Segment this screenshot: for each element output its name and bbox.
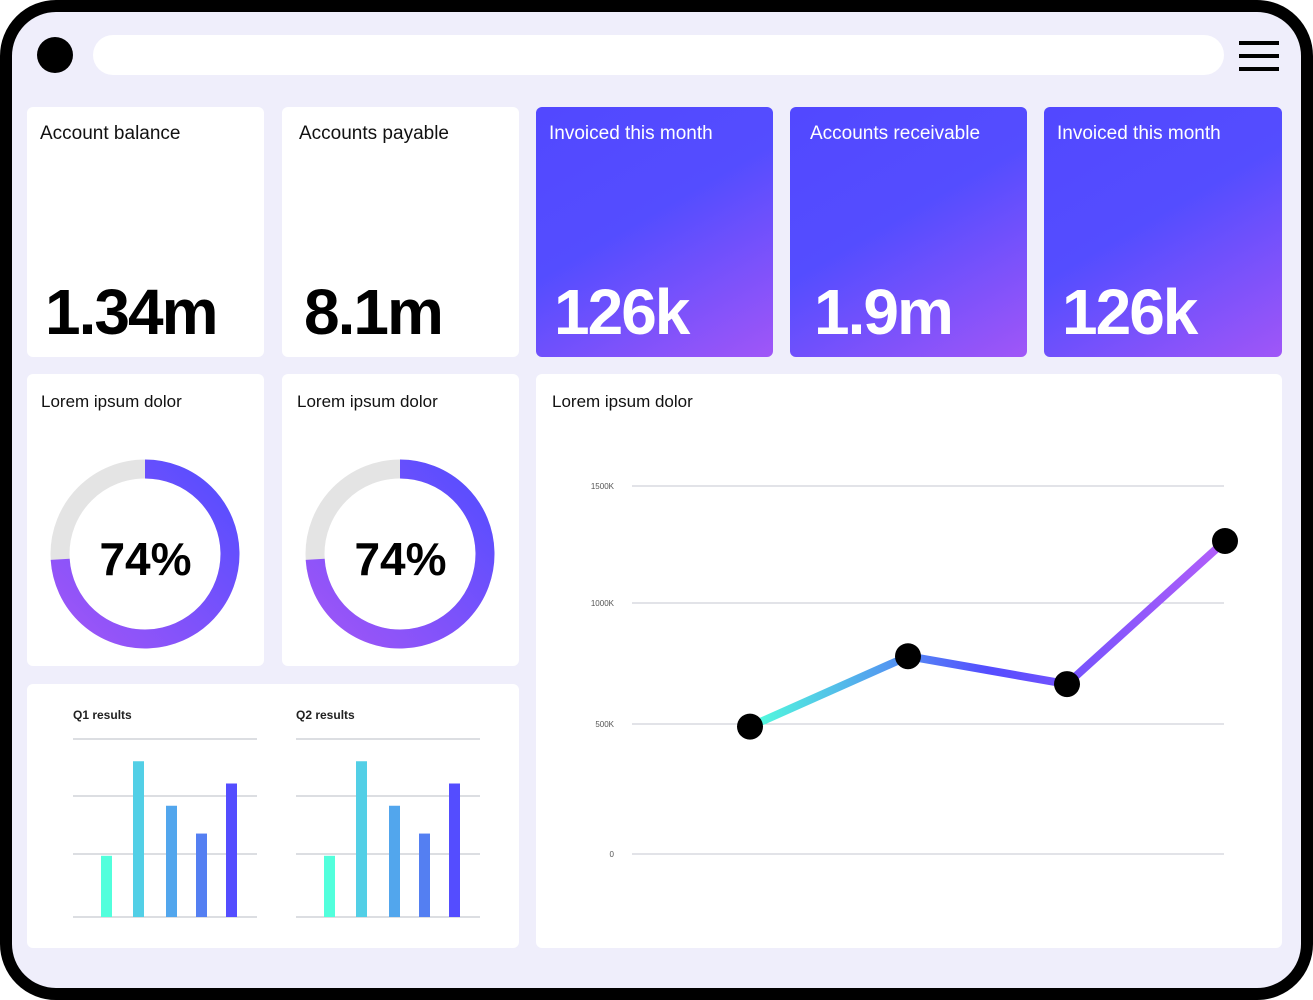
- bar: [133, 761, 144, 917]
- bar: [226, 783, 237, 917]
- bar: [101, 855, 112, 917]
- bar-charts: [73, 738, 480, 918]
- donut-title: Lorem ipsum dolor: [297, 392, 438, 411]
- line-chart-title: Lorem ipsum dolor: [552, 392, 693, 411]
- data-point: [1054, 671, 1080, 698]
- search-input[interactable]: [93, 35, 1224, 75]
- kpi-title: Account balance: [40, 123, 181, 144]
- kpi-value: 1.34m: [45, 276, 218, 348]
- bar-charts-card: Q1 results Q2 results: [27, 684, 519, 948]
- data-point: [1212, 527, 1238, 554]
- bar: [324, 855, 335, 917]
- line-chart-card: Lorem ipsum dolor 0 500K 1000K 1500K: [536, 374, 1282, 948]
- kpi-card-accounts-payable[interactable]: Accounts payable 8.1m: [282, 107, 519, 357]
- kpi-value: 8.1m: [304, 276, 444, 348]
- data-point: [737, 713, 763, 740]
- donut-title: Lorem ipsum dolor: [41, 392, 182, 411]
- kpi-value: 126k: [554, 276, 690, 348]
- q1-title: Q1 results: [73, 708, 132, 722]
- bar: [166, 805, 177, 917]
- bar: [196, 833, 207, 917]
- q2-title: Q2 results: [296, 708, 355, 722]
- kpi-card-account-balance[interactable]: Account balance 1.34m: [27, 107, 264, 357]
- y-tick-label: 1500K: [591, 482, 615, 491]
- bar: [449, 783, 460, 917]
- kpi-title: Accounts receivable: [810, 123, 981, 144]
- donut-chart: [305, 459, 495, 649]
- donut-value: 74%: [99, 533, 192, 585]
- kpi-card-invoiced[interactable]: Invoiced this month 126k: [536, 107, 773, 357]
- data-point: [895, 643, 921, 670]
- kpi-card-accounts-receivable[interactable]: Accounts receivable 1.9m: [790, 107, 1027, 357]
- kpi-title: Invoiced this month: [549, 123, 713, 144]
- avatar[interactable]: [37, 37, 73, 73]
- y-tick-label: 1000K: [591, 599, 615, 608]
- kpi-card-invoiced-2[interactable]: Invoiced this month 126k: [1044, 107, 1282, 357]
- bar: [419, 833, 430, 917]
- kpi-value: 126k: [1062, 276, 1198, 348]
- kpi-value: 1.9m: [814, 276, 954, 348]
- line-chart: 0 500K 1000K 1500K: [591, 482, 1238, 859]
- bar: [356, 761, 367, 917]
- donut-progress-arc: [50, 459, 240, 649]
- line-series: [748, 538, 1228, 731]
- bar: [389, 805, 400, 917]
- donut-value: 74%: [354, 533, 447, 585]
- donut-card: Lorem ipsum dolor 74%: [282, 374, 519, 666]
- y-tick-label: 500K: [595, 720, 614, 729]
- donut-progress-arc: [305, 459, 495, 649]
- kpi-title: Invoiced this month: [1057, 123, 1221, 144]
- donut-chart: [50, 459, 240, 649]
- hamburger-menu-icon[interactable]: [1239, 41, 1279, 71]
- donut-card: Lorem ipsum dolor 74%: [27, 374, 264, 666]
- y-tick-label: 0: [610, 850, 615, 859]
- kpi-title: Accounts payable: [299, 123, 449, 144]
